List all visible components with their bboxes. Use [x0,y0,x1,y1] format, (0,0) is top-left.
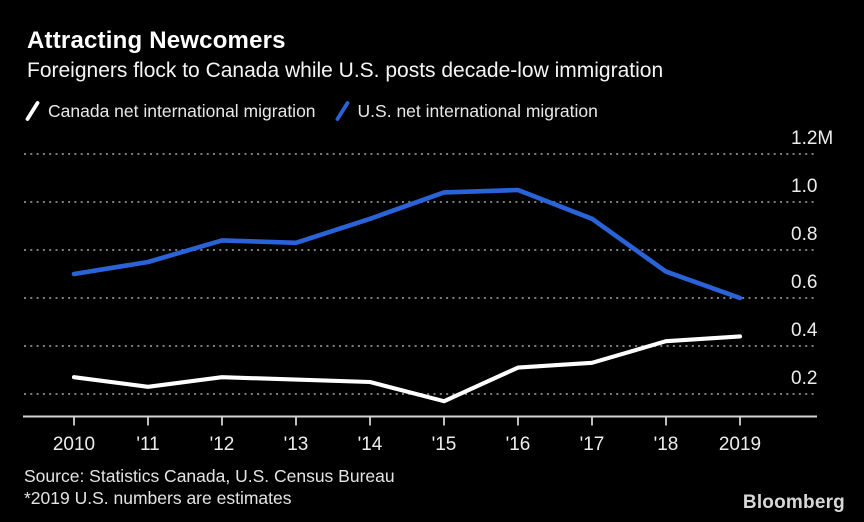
x-tick-label: '18 [654,434,679,455]
y-tick-label: 1.0 [791,176,817,197]
canada-line-swatch-icon [25,101,40,121]
x-tick-label: 2019 [719,434,761,455]
x-tick-label: '15 [432,434,457,455]
y-tick-label: 0.4 [791,320,818,341]
legend: Canada net international migration U.S. … [24,100,598,122]
chart-subtitle: Foreigners flock to Canada while U.S. po… [27,59,664,82]
x-tick-label: '13 [284,434,309,455]
legend-label-canada: Canada net international migration [48,100,316,121]
x-tick-label: '17 [580,434,605,455]
page-title: Attracting Newcomers [27,27,286,54]
legend-label-us: U.S. net international migration [357,100,598,121]
source-note: Source: Statistics Canada, U.S. Census B… [24,466,395,486]
y-tick-label: 0.6 [791,272,817,293]
us-line-series [71,187,743,301]
x-tick-label: '16 [506,434,531,455]
y-tick-label: 1.2M [791,128,833,149]
legend-item-canada: Canada net international migration [24,100,316,122]
x-tick-label: 2010 [53,434,95,455]
x-tick-label: '14 [358,434,383,455]
x-tick-label: '11 [136,434,159,455]
y-tick-label: 0.2 [791,368,817,389]
legend-item-us: U.S. net international migration [334,100,598,122]
y-tick-label: 0.8 [791,224,817,245]
estimate-note: *2019 U.S. numbers are estimates [24,488,292,508]
us-line-swatch-icon [335,101,349,121]
x-tick-label: '12 [210,434,235,455]
bloomberg-logo: Bloomberg [742,492,845,513]
canada-line-series [71,334,743,404]
